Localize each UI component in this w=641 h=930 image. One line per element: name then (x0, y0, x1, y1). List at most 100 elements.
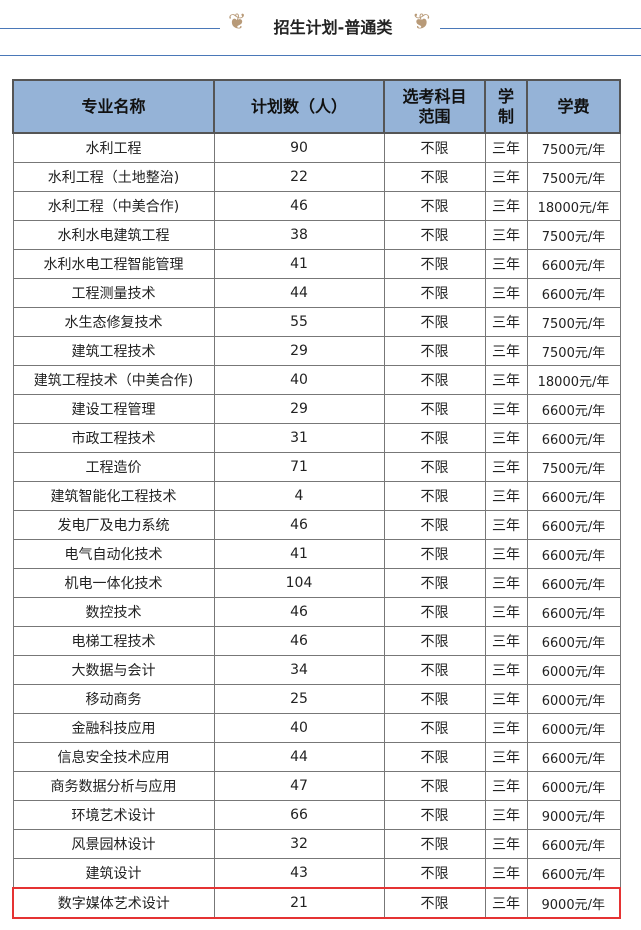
table-row: 电梯工程技术 46 不限 三年 6600元/年 (12, 626, 621, 656)
major-cell: 电梯工程技术 (12, 626, 215, 656)
fee-cell: 6600元/年 (526, 597, 621, 627)
length-cell: 三年 (484, 858, 528, 889)
subjects-cell: 不限 (383, 568, 486, 598)
subjects-cell: 不限 (383, 713, 486, 743)
table-row: 发电厂及电力系统 46 不限 三年 6600元/年 (12, 510, 621, 540)
major-cell: 水利工程 (12, 132, 215, 163)
length-cell: 三年 (484, 249, 528, 279)
length-cell: 三年 (484, 713, 528, 743)
subjects-cell: 不限 (383, 800, 486, 830)
length-cell: 三年 (484, 655, 528, 685)
header-plan-count: 计划数（人） (213, 79, 385, 134)
length-cell: 三年 (484, 278, 528, 308)
length-cell: 三年 (484, 539, 528, 569)
header-major: 专业名称 (12, 79, 215, 134)
subjects-cell: 不限 (383, 771, 486, 801)
header-length: 学制 (484, 79, 528, 134)
length-cell: 三年 (484, 307, 528, 337)
table-row: 风景园林设计 32 不限 三年 6600元/年 (12, 829, 621, 859)
major-cell: 市政工程技术 (12, 423, 215, 453)
major-cell: 建筑设计 (12, 858, 215, 889)
fee-cell: 6600元/年 (526, 394, 621, 424)
length-cell: 三年 (484, 394, 528, 424)
plan-count-cell: 29 (213, 394, 385, 424)
fee-cell: 6600元/年 (526, 481, 621, 511)
plan-count-cell: 29 (213, 336, 385, 366)
fee-cell: 6600元/年 (526, 278, 621, 308)
subjects-cell: 不限 (383, 336, 486, 366)
plan-count-cell: 34 (213, 655, 385, 685)
header-fee: 学费 (526, 79, 621, 134)
subjects-cell: 不限 (383, 829, 486, 859)
fee-cell: 6000元/年 (526, 684, 621, 714)
fee-cell: 6600元/年 (526, 858, 621, 889)
plan-count-cell: 71 (213, 452, 385, 482)
fee-cell: 7500元/年 (526, 162, 621, 192)
plan-count-cell: 46 (213, 191, 385, 221)
plan-count-cell: 38 (213, 220, 385, 250)
subjects-cell: 不限 (383, 539, 486, 569)
length-cell: 三年 (484, 684, 528, 714)
plan-count-cell: 25 (213, 684, 385, 714)
length-cell: 三年 (484, 887, 528, 919)
table-row: 环境艺术设计 66 不限 三年 9000元/年 (12, 800, 621, 830)
plan-count-cell: 40 (213, 713, 385, 743)
length-cell: 三年 (484, 365, 528, 395)
length-cell: 三年 (484, 423, 528, 453)
plan-count-cell: 46 (213, 626, 385, 656)
major-cell: 水生态修复技术 (12, 307, 215, 337)
major-cell: 环境艺术设计 (12, 800, 215, 830)
plan-count-cell: 41 (213, 539, 385, 569)
plan-count-cell: 21 (213, 887, 385, 919)
section-title: 招生计划-普通类 (273, 18, 393, 37)
laurel-right-icon: ❦ (412, 10, 431, 35)
subjects-cell: 不限 (383, 626, 486, 656)
subjects-cell: 不限 (383, 162, 486, 192)
major-cell: 水利水电工程智能管理 (12, 249, 215, 279)
table-row: 金融科技应用 40 不限 三年 6000元/年 (12, 713, 621, 743)
subjects-cell: 不限 (383, 423, 486, 453)
length-cell: 三年 (484, 162, 528, 192)
fee-cell: 18000元/年 (526, 365, 621, 395)
fee-cell: 6600元/年 (526, 249, 621, 279)
fee-cell: 9000元/年 (526, 800, 621, 830)
table-row: 水利工程（中美合作) 46 不限 三年 18000元/年 (12, 191, 621, 221)
plan-count-cell: 40 (213, 365, 385, 395)
major-cell: 电气自动化技术 (12, 539, 215, 569)
subjects-cell: 不限 (383, 597, 486, 627)
subjects-cell: 不限 (383, 742, 486, 772)
subjects-cell: 不限 (383, 278, 486, 308)
fee-cell: 6600元/年 (526, 829, 621, 859)
length-cell: 三年 (484, 771, 528, 801)
length-cell: 三年 (484, 191, 528, 221)
divider-right (440, 28, 641, 29)
length-cell: 三年 (484, 568, 528, 598)
subjects-cell: 不限 (383, 452, 486, 482)
fee-cell: 6600元/年 (526, 423, 621, 453)
table-row: 水利水电建筑工程 38 不限 三年 7500元/年 (12, 220, 621, 250)
length-cell: 三年 (484, 742, 528, 772)
length-cell: 三年 (484, 132, 528, 163)
plan-count-cell: 43 (213, 858, 385, 889)
fee-cell: 6000元/年 (526, 713, 621, 743)
fee-cell: 7500元/年 (526, 307, 621, 337)
fee-cell: 6600元/年 (526, 568, 621, 598)
major-cell: 工程测量技术 (12, 278, 215, 308)
table-row: 建筑智能化工程技术 4 不限 三年 6600元/年 (12, 481, 621, 511)
table-row: 建筑设计 43 不限 三年 6600元/年 (12, 858, 621, 889)
subjects-cell: 不限 (383, 249, 486, 279)
fee-cell: 7500元/年 (526, 220, 621, 250)
subjects-cell: 不限 (383, 481, 486, 511)
subjects-cell: 不限 (383, 132, 486, 163)
table-row: 水利水电工程智能管理 41 不限 三年 6600元/年 (12, 249, 621, 279)
table-row: 水利工程 90 不限 三年 7500元/年 (12, 132, 621, 163)
plan-count-cell: 104 (213, 568, 385, 598)
plan-count-cell: 47 (213, 771, 385, 801)
plan-count-cell: 31 (213, 423, 385, 453)
fee-cell: 6600元/年 (526, 539, 621, 569)
laurel-left-icon: ❦ (228, 10, 247, 35)
plan-count-cell: 44 (213, 742, 385, 772)
subjects-cell: 不限 (383, 655, 486, 685)
major-cell: 发电厂及电力系统 (12, 510, 215, 540)
table-row: 大数据与会计 34 不限 三年 6000元/年 (12, 655, 621, 685)
